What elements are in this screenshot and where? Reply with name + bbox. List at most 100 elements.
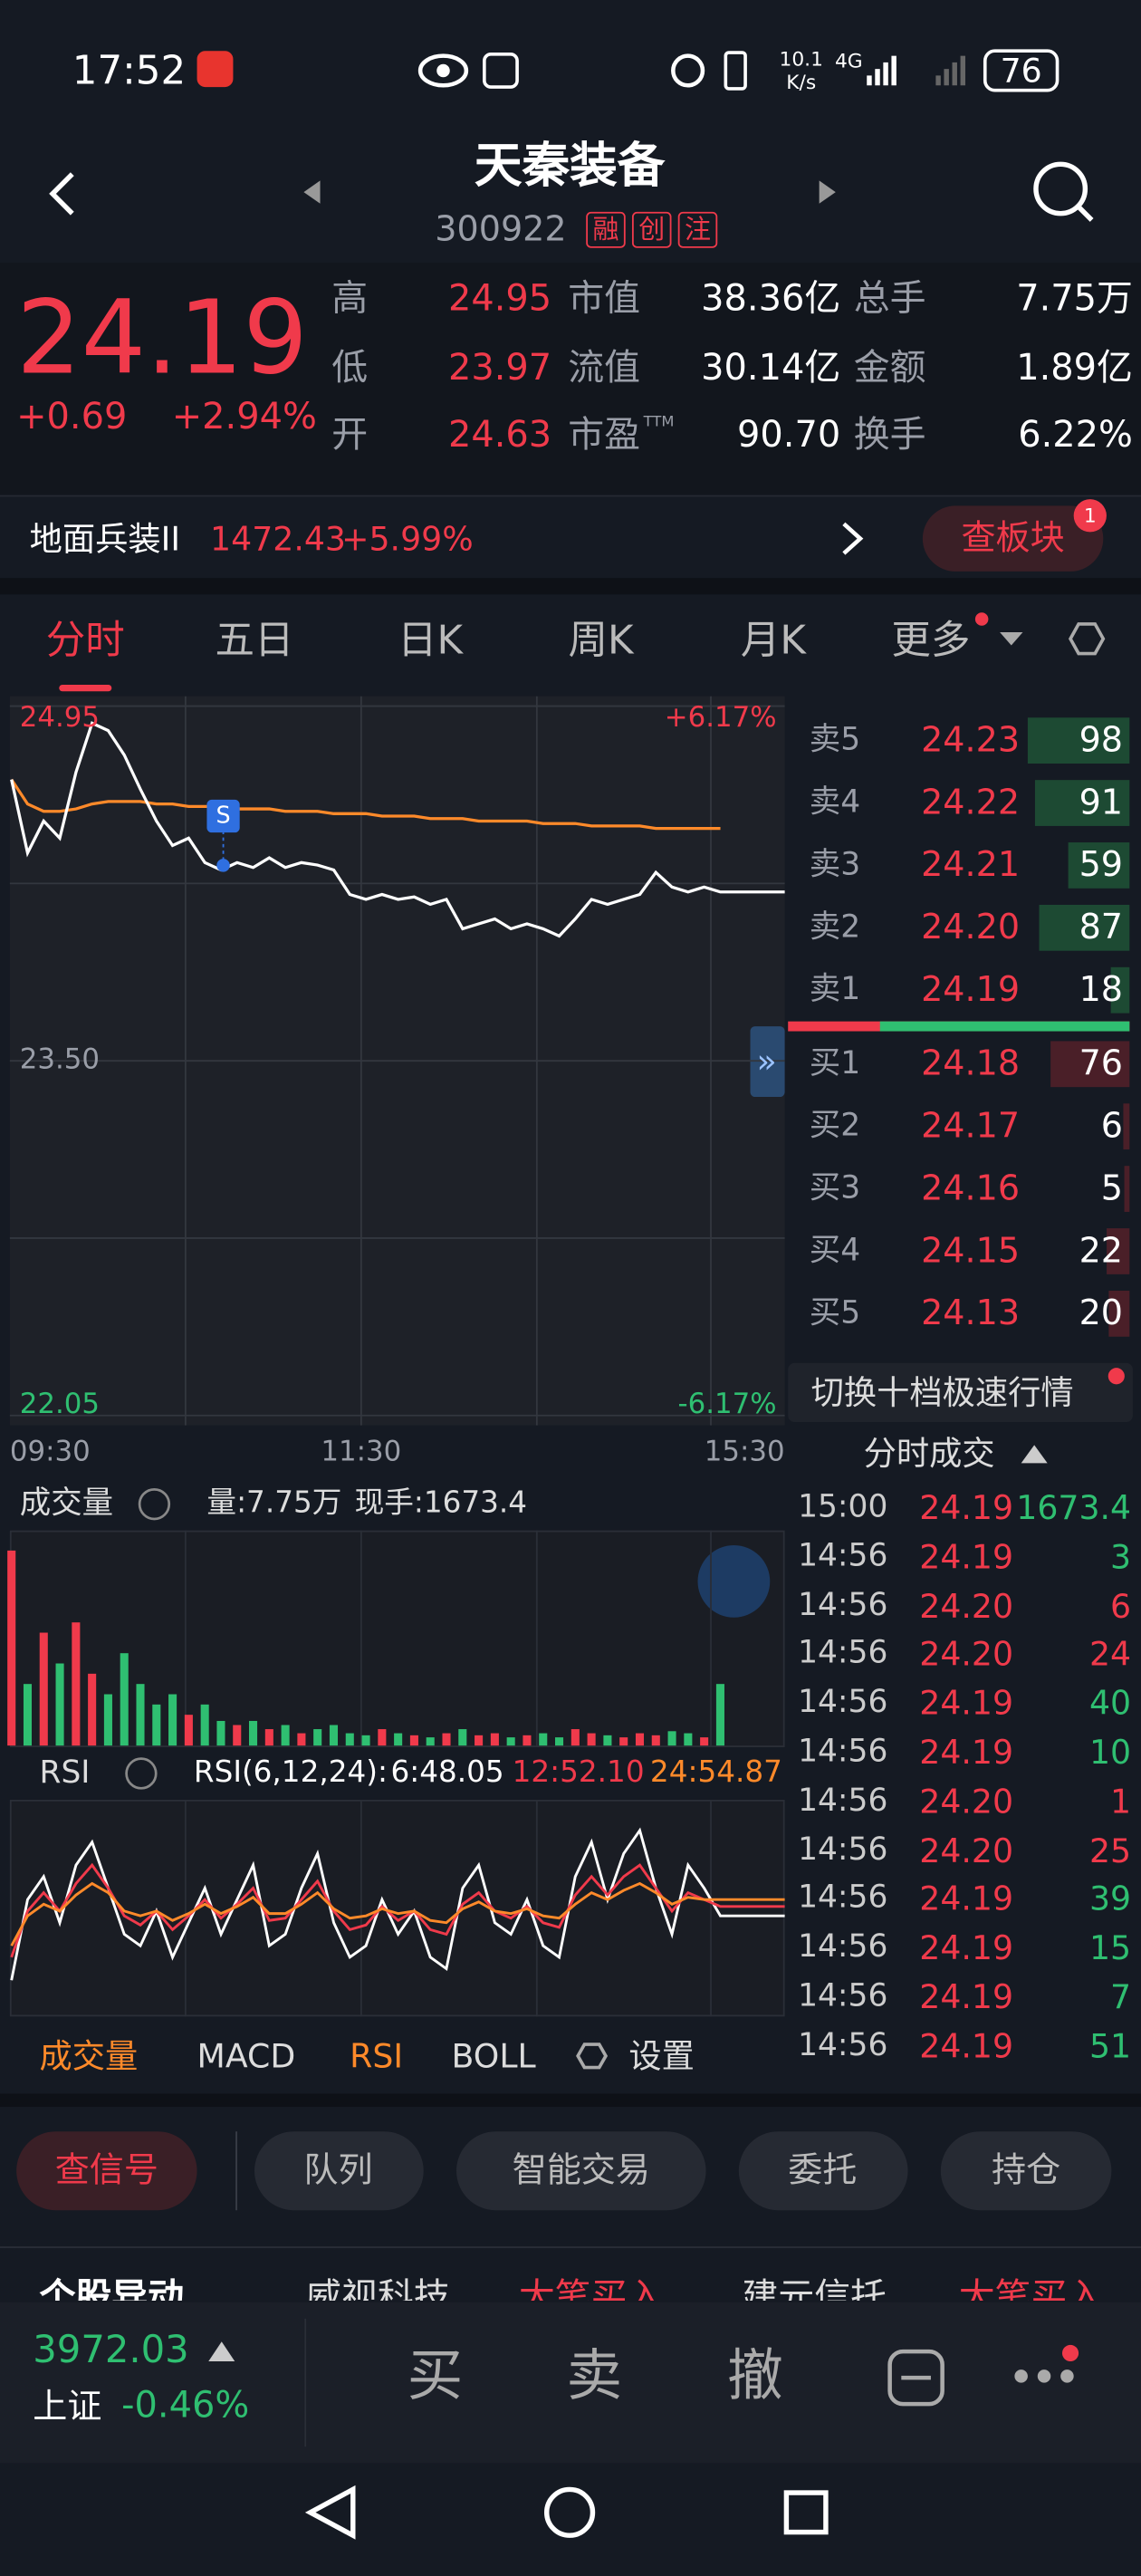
tag: 融: [586, 211, 626, 248]
trade-price: 24.20: [919, 1830, 1014, 1870]
rsi-line: [10, 1862, 785, 1958]
book-volume: 87: [1079, 907, 1124, 947]
trade-price: 24.19: [919, 2025, 1014, 2066]
sector-arrow[interactable]: [842, 522, 864, 555]
rsi-reading: 24:54.87: [649, 1755, 782, 1791]
more-arrow[interactable]: [1000, 631, 1023, 646]
stat-label: 总手: [853, 279, 926, 321]
trade-volume: 1: [1110, 1781, 1132, 1821]
next-button[interactable]: [819, 180, 836, 204]
trade-volume: 51: [1088, 2025, 1132, 2066]
volume-bar: [667, 1731, 676, 1746]
depth-bar: [1068, 842, 1130, 889]
badge: [1073, 499, 1107, 533]
book-label: 卖1: [809, 971, 861, 1008]
panel-title: 成交量: [19, 1485, 114, 1522]
stat-value: 24.63: [447, 415, 552, 457]
volume-bar: [506, 1737, 515, 1746]
search-button[interactable]: [1033, 161, 1088, 216]
switch-label: 切换十档极速行情: [810, 1372, 1074, 1413]
book-volume: 20: [1079, 1293, 1124, 1333]
settings-icon[interactable]: [576, 2043, 609, 2070]
trade-time: 14:56: [798, 1977, 888, 2014]
action-button[interactable]: [16, 2131, 197, 2211]
fullscreen-button[interactable]: [697, 1544, 771, 1618]
volume-bar: [570, 1729, 580, 1746]
trade-button[interactable]: 买: [407, 2343, 464, 2409]
settings-icon[interactable]: [1068, 622, 1106, 656]
trade-button[interactable]: 卖: [566, 2343, 623, 2409]
volume-bar: [523, 1735, 532, 1746]
x-tick-label: 15:30: [704, 1436, 785, 1469]
volume-bar: [475, 1735, 484, 1746]
signal-dot: [216, 859, 230, 872]
book-label: 卖2: [809, 908, 861, 946]
book-price: 24.21: [921, 844, 1021, 885]
action-label: 持仓: [992, 2150, 1061, 2190]
eye-icon: [436, 63, 450, 78]
help-icon[interactable]: [138, 1487, 171, 1521]
trade-volume: 6: [1110, 1585, 1132, 1626]
volume-bar: [426, 1737, 435, 1746]
prev-button[interactable]: [303, 180, 321, 204]
action-button[interactable]: [940, 2131, 1112, 2211]
nav-back[interactable]: [304, 2485, 356, 2540]
tab-indicator: [59, 685, 112, 692]
action-button[interactable]: [456, 2131, 706, 2211]
book-price: 24.17: [921, 1106, 1021, 1146]
depth-bar: [1039, 904, 1130, 951]
book-label: 买3: [809, 1169, 861, 1206]
sort-arrow[interactable]: [1021, 1445, 1048, 1464]
app-icon: [197, 51, 234, 88]
trade-price: 24.20: [919, 1634, 1014, 1675]
volume-bar: [39, 1632, 48, 1746]
book-volume: 76: [1079, 1043, 1124, 1083]
book-price: 24.20: [921, 907, 1021, 947]
trade-volume: 3: [1110, 1536, 1132, 1577]
volume-bar: [152, 1704, 161, 1746]
expand-icon[interactable]: »: [756, 1041, 777, 1081]
stock-name: 天秦装备: [474, 137, 666, 194]
trade-time: 14:56: [798, 1586, 888, 1623]
back-button[interactable]: [49, 172, 74, 216]
stat-value: 24.95: [447, 279, 552, 321]
book-label: 买4: [809, 1232, 861, 1269]
nav-recent[interactable]: [783, 2490, 829, 2535]
stat-label: 开: [331, 415, 369, 457]
action-button[interactable]: [254, 2131, 424, 2211]
stat-value: 1.89亿: [1016, 347, 1133, 389]
trade-time: 14:56: [798, 1537, 888, 1574]
minimize-button[interactable]: [887, 2349, 944, 2407]
stat-label: 低: [331, 347, 369, 389]
index-name: 上证: [33, 2387, 102, 2427]
trade-time: 14:56: [798, 1879, 888, 1917]
book-label: 卖3: [809, 846, 861, 883]
net-unit: K/s: [786, 70, 817, 94]
rsi-reading: 6:48.05: [390, 1755, 504, 1791]
action-button[interactable]: [738, 2131, 908, 2211]
volume-bar: [120, 1653, 129, 1746]
alarm-icon: [671, 53, 705, 88]
more-button[interactable]: [1014, 2369, 1074, 2383]
divider: [0, 2246, 1141, 2248]
switch-bg[interactable]: [788, 1362, 1133, 1423]
volume-bar: [490, 1733, 499, 1746]
volume-bar: [55, 1663, 64, 1746]
volume-bar: [297, 1733, 306, 1746]
indicator-tab: BOLL: [451, 2036, 536, 2076]
index-change: -0.46%: [121, 2386, 250, 2427]
sector-button[interactable]: [922, 505, 1104, 572]
index-arrow: [208, 2341, 235, 2362]
book-volume: 22: [1079, 1230, 1124, 1271]
help-icon[interactable]: [125, 1757, 158, 1790]
price-line: [10, 721, 785, 938]
trade-button[interactable]: 撤: [727, 2343, 783, 2409]
volume-bar: [635, 1733, 645, 1746]
nav-home[interactable]: [543, 2486, 596, 2538]
quote-bg: [0, 263, 1141, 496]
volume-bar: [458, 1729, 467, 1746]
search-button[interactable]: [1077, 205, 1094, 222]
book-volume: 5: [1100, 1168, 1124, 1208]
trade-price: 24.19: [919, 1683, 1014, 1724]
